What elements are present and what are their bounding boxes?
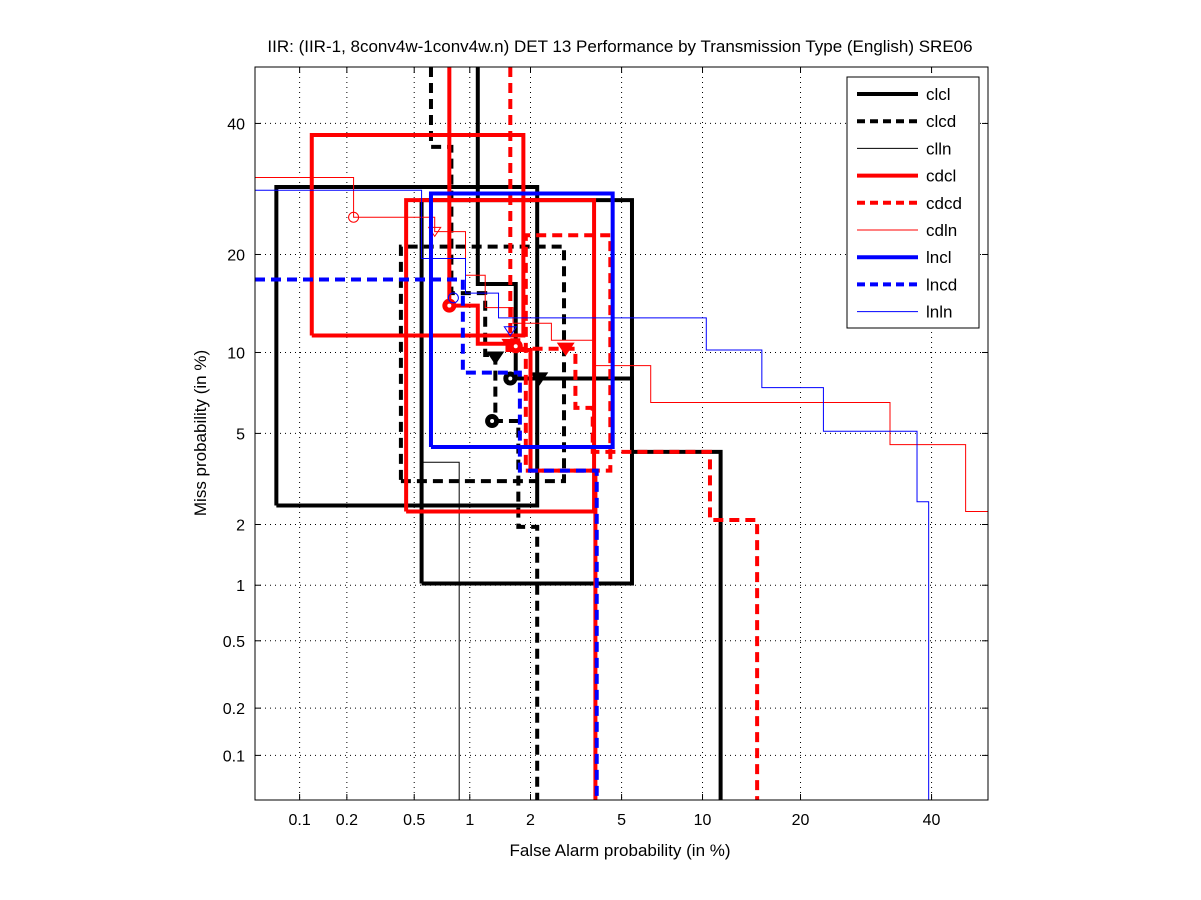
legend-label: lnln (926, 303, 952, 322)
y-tick-label: 40 (227, 116, 245, 133)
legend-item-clcl: clcl (857, 85, 951, 104)
series-lncd (255, 277, 599, 800)
y-tick-label: 1 (236, 578, 245, 595)
y-axis-label: Miss probability (in %) (191, 350, 210, 516)
legend-label: clcd (926, 112, 956, 131)
actual-dcf-marker-cdcd (556, 342, 575, 357)
min-dcf-marker-lnln (447, 292, 459, 304)
x-axis-ticks: 0.1 0.2 0.5 1 2 5 10 20 40 (288, 67, 941, 829)
legend-label: cdcl (926, 167, 956, 186)
legend-label: clln (926, 139, 952, 158)
confidence-box-cdcl (404, 198, 597, 514)
legend-label: lncd (926, 275, 957, 294)
det-curve-cdln (255, 176, 988, 512)
legend-label: clcl (926, 85, 951, 104)
x-tick-label: 10 (694, 812, 712, 829)
confidence-box-clcl (419, 198, 634, 586)
legend-item-lnln: lnln (857, 303, 952, 322)
legend-item-cdln: cdln (857, 221, 957, 240)
series-lnln (255, 189, 930, 800)
actual-dcf-marker-clcl (530, 372, 549, 386)
min-dcf-marker-center (513, 344, 518, 349)
min-dcf-marker-center (508, 376, 513, 381)
legend-item-cdcl: cdcl (857, 167, 956, 186)
y-tick-label: 2 (236, 517, 245, 534)
x-tick-label: 5 (617, 812, 626, 829)
y-tick-label: 0.2 (223, 701, 245, 718)
legend-label: cdcd (926, 194, 962, 213)
x-tick-label: 40 (923, 812, 941, 829)
y-axis-ticks: 0.1 0.2 0.5 1 2 5 10 20 40 (223, 116, 988, 765)
legend: clcl clcd clln cdcl cdcd cdln lncl lncd lnln (846, 76, 980, 329)
actual-dcf-marker-clcd (486, 351, 505, 365)
series-lncl (428, 191, 615, 450)
min-dcf-marker-cdln (348, 211, 360, 223)
actual-dcf-marker-lnln (503, 326, 518, 337)
x-tick-label: 20 (792, 812, 810, 829)
series-layer (255, 67, 988, 800)
y-tick-label: 20 (227, 247, 245, 264)
legend-label: cdln (926, 221, 957, 240)
x-tick-label: 0.1 (288, 812, 310, 829)
x-axis-label: False Alarm probability (in %) (509, 841, 730, 860)
confidence-box-lncl (428, 191, 615, 450)
y-tick-label: 10 (227, 345, 245, 362)
x-tick-label: 0.5 (403, 812, 425, 829)
det-curve-lnln (255, 189, 930, 800)
det-curve-lncd (255, 277, 599, 800)
x-tick-label: 1 (465, 812, 474, 829)
legend-item-clln: clln (857, 139, 952, 158)
y-tick-label: 0.5 (223, 634, 245, 651)
legend-item-lncl: lncl (857, 248, 952, 267)
y-tick-label: 0.1 (223, 748, 245, 765)
confidence-box-cdcl (309, 133, 526, 338)
confidence-box-clcl (274, 185, 540, 508)
x-tick-label: 0.2 (336, 812, 358, 829)
det-curve-clln (421, 461, 460, 800)
min-dcf-marker-center (490, 419, 495, 424)
x-tick-label: 2 (526, 812, 535, 829)
legend-item-cdcd: cdcd (857, 194, 962, 213)
chart-title: IIR: (IIR-1, 8conv4w-1conv4w.n) DET 13 P… (267, 37, 972, 56)
legend-item-clcd: clcd (857, 112, 956, 131)
min-dcf-marker-center (447, 303, 452, 308)
y-tick-label: 5 (236, 426, 245, 443)
legend-label: lncl (926, 248, 952, 267)
legend-item-lncd: lncd (857, 275, 957, 294)
